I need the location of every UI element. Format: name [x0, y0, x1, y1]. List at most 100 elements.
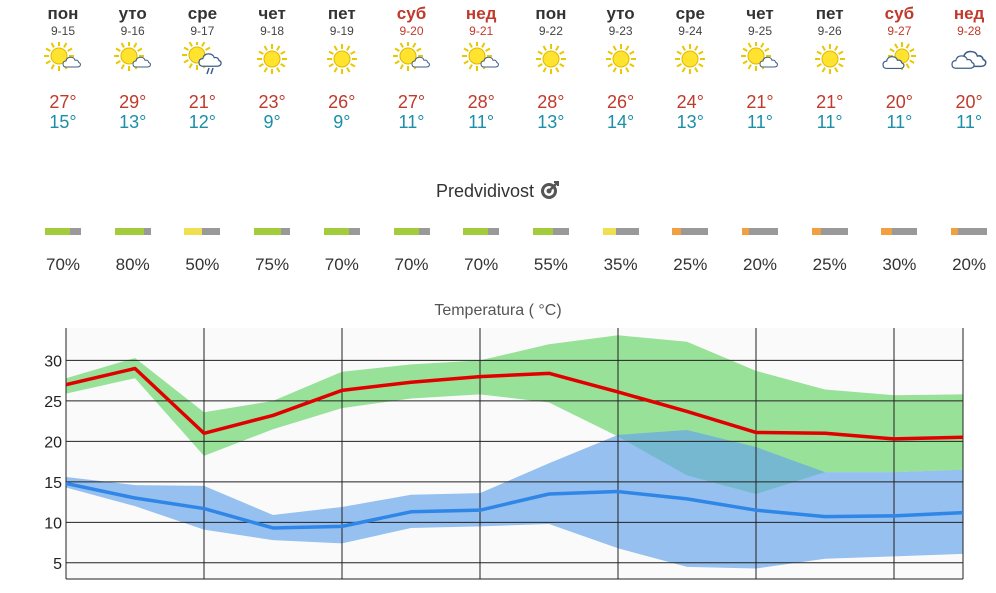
- predictability-item: 75%: [237, 228, 307, 275]
- y-tick-label: 30: [44, 353, 62, 370]
- sun-cloud-icon: [741, 42, 778, 71]
- day-date: 9-19: [329, 24, 354, 38]
- day-column: чет 9-25 21° 11°: [725, 0, 795, 132]
- max-temp-line: [65, 366, 964, 441]
- max-temp: 23°: [258, 92, 286, 112]
- cloud-icon: [951, 50, 987, 69]
- predictability-percent: 25%: [673, 255, 708, 274]
- min-temp: 11°: [956, 112, 983, 132]
- min-temp: 11°: [747, 112, 773, 132]
- max-temp: 21°: [816, 92, 844, 112]
- predictability-title: Predvidivost: [0, 180, 996, 202]
- predictability-bar: [672, 228, 709, 235]
- day-column: пон 9-22 28° 13°: [516, 0, 586, 132]
- predictability-bar: [602, 228, 639, 235]
- max-temp: 21°: [188, 92, 216, 112]
- min-temp-range-band: [66, 430, 963, 569]
- max-temp: 26°: [328, 92, 356, 112]
- temperature-chart: 5 10 15 20 25 30: [44, 328, 964, 580]
- predictability-item: 55%: [516, 228, 586, 275]
- max-temp: 27°: [397, 92, 426, 112]
- predictability-bar: [463, 228, 500, 235]
- predictability-percent: 20%: [742, 255, 778, 274]
- min-temp: 11°: [468, 112, 495, 132]
- day-name: пон: [47, 4, 79, 23]
- chart-title: Temperatura ( °C): [434, 302, 562, 319]
- predictability-percent: 70%: [45, 255, 81, 274]
- predictability-bar: [184, 228, 221, 235]
- day-name: нед: [465, 4, 497, 23]
- predictability-item: 30%: [864, 228, 934, 275]
- predictability-percent: 20%: [952, 255, 987, 274]
- predictability-item: 70%: [377, 228, 447, 275]
- predictability-percent: 50%: [185, 255, 220, 274]
- predictability-bar: [881, 228, 918, 235]
- predictability-item: 25%: [655, 228, 725, 275]
- max-temp: 29°: [119, 92, 147, 112]
- day-column: уто 9-23 26° 14°: [586, 0, 656, 132]
- predictability-item: 80%: [98, 228, 168, 275]
- max-temp: 28°: [467, 92, 495, 112]
- predictability-percent: 25%: [812, 255, 847, 274]
- predictability-percent: 70%: [394, 255, 429, 274]
- predictability-bar: [254, 228, 291, 235]
- predictability-bar: [951, 228, 988, 235]
- day-column: сре 9-24 24° 13°: [655, 0, 725, 132]
- min-temp: 11°: [886, 112, 913, 132]
- min-temp: 11°: [398, 112, 425, 132]
- predictability-label: Predvidivost: [435, 181, 535, 201]
- day-column: уто 9-16 29° 13°: [98, 0, 168, 132]
- predictability-percent: 55%: [533, 255, 568, 274]
- max-temp: 21°: [746, 92, 774, 112]
- day-date: 9-16: [120, 24, 145, 38]
- day-column: пон 9-15 27° 15°: [28, 0, 98, 132]
- sun-icon: [814, 44, 845, 74]
- day-date: 9-24: [678, 24, 703, 38]
- day-name: пон: [535, 4, 567, 23]
- y-tick-label: 15: [44, 475, 62, 492]
- sun-icon: [257, 44, 288, 74]
- predictability-item: 20%: [725, 228, 795, 275]
- day-name: пет: [815, 4, 844, 23]
- sun-icon: [535, 44, 566, 74]
- y-tick-label: 25: [44, 394, 62, 411]
- day-date: 9-20: [399, 24, 424, 38]
- predictability-percent: 35%: [603, 255, 638, 274]
- predictability-bar: [323, 228, 360, 235]
- min-temp: 13°: [537, 112, 565, 132]
- target-icon: [541, 181, 560, 199]
- y-tick-label: 5: [53, 556, 62, 573]
- max-temp: 26°: [606, 92, 635, 112]
- max-temp: 27°: [49, 92, 77, 112]
- min-temp: 13°: [119, 112, 147, 132]
- day-name: чет: [258, 4, 286, 23]
- predictability-item: 25%: [795, 228, 865, 275]
- predictability-percent: 70%: [324, 255, 359, 274]
- predictability-bar: [811, 228, 848, 235]
- day-name: сре: [675, 4, 705, 23]
- sun-cloud-icon: [462, 42, 500, 71]
- sun-icon: [605, 44, 636, 74]
- predictability-item: 70%: [446, 228, 516, 275]
- day-column: нед 9-28 20° 11°: [934, 0, 996, 132]
- min-temp: 9°: [333, 112, 351, 132]
- sun-cloud-icon: [44, 42, 81, 71]
- y-tick-label: 20: [44, 434, 62, 451]
- predictability-bar: [393, 228, 430, 235]
- day-column: чет 9-18 23° 9°: [237, 0, 307, 132]
- predictability-item: 35%: [586, 228, 656, 275]
- day-name: пет: [327, 4, 356, 23]
- max-temp: 24°: [676, 92, 704, 112]
- day-forecast-row: пон 9-15 27° 15° уто 9-16 29° 13° сре 9-17 21° 12° ч…: [0, 0, 996, 150]
- predictability-bar: [114, 228, 151, 235]
- day-name: нед: [953, 4, 985, 23]
- sun-icon: [675, 44, 706, 74]
- day-date: 9-26: [817, 24, 842, 38]
- day-name: сре: [187, 4, 218, 23]
- day-date: 9-15: [50, 24, 76, 38]
- max-temp: 28°: [537, 92, 565, 112]
- day-column: суб 9-27 20° 11°: [864, 0, 934, 132]
- predictability-item: 20%: [934, 228, 996, 275]
- day-date: 9-27: [887, 24, 912, 38]
- day-date: 9-28: [957, 24, 982, 38]
